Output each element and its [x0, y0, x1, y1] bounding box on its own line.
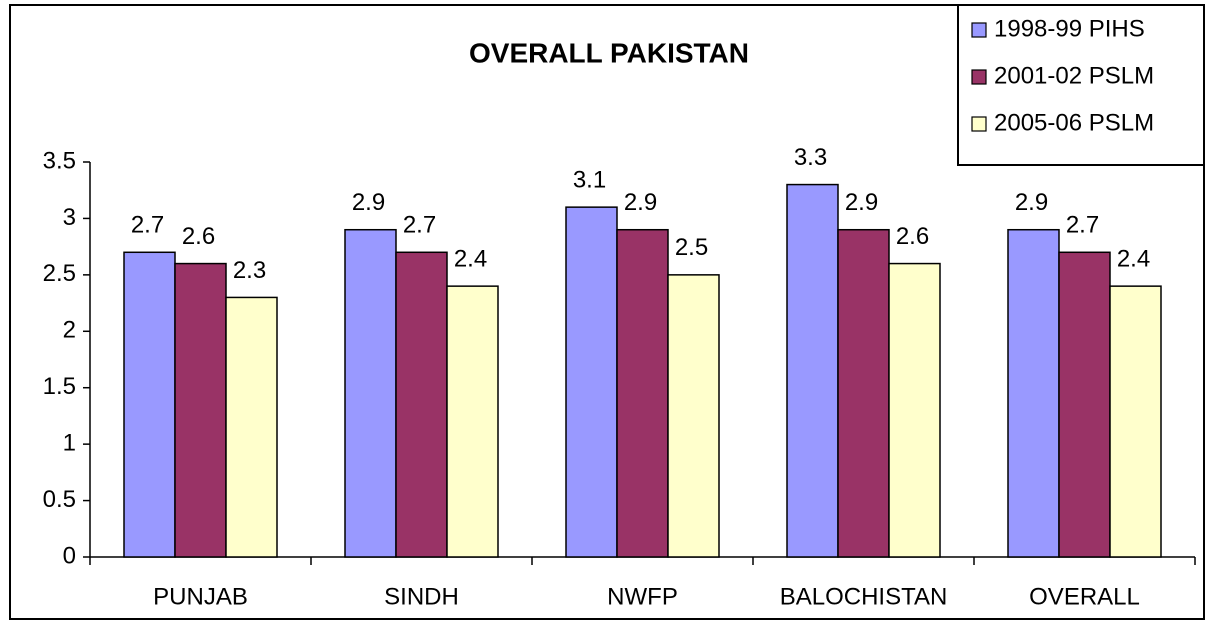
bar — [446, 285, 499, 558]
chart-title: OVERALL PAKISTAN — [469, 37, 749, 68]
bar — [123, 251, 176, 558]
x-tick-label: SINDH — [384, 583, 459, 610]
bar — [565, 206, 618, 558]
value-label: 2.5 — [675, 234, 708, 261]
value-label: 2.4 — [454, 245, 487, 272]
legend-box — [957, 4, 1205, 166]
x-tick-label: NWFP — [607, 583, 678, 610]
value-label: 2.7 — [1066, 212, 1099, 239]
x-tick-label: BALOCHISTAN — [780, 583, 948, 610]
legend-label: 2001-02 PSLM — [994, 62, 1154, 89]
bar — [1007, 228, 1060, 558]
y-tick-label: 3.5 — [43, 147, 76, 174]
y-tick-label: 2 — [63, 317, 76, 344]
bar — [344, 228, 397, 558]
y-tick-label: 3 — [63, 204, 76, 231]
value-label: 3.3 — [794, 144, 827, 171]
y-tick-label: 0.5 — [43, 486, 76, 513]
bar — [616, 228, 669, 558]
bar — [1058, 251, 1111, 558]
bar — [786, 183, 839, 558]
y-tick-label: 1.5 — [43, 373, 76, 400]
bar — [174, 262, 227, 558]
bar — [837, 228, 890, 558]
value-label: 3.1 — [573, 166, 606, 193]
bar — [888, 262, 941, 558]
bar — [667, 274, 720, 558]
value-label: 2.9 — [1015, 189, 1048, 216]
value-label: 2.9 — [352, 189, 385, 216]
legend-swatch — [971, 22, 987, 38]
value-label: 2.4 — [1117, 245, 1150, 272]
x-tick-label: PUNJAB — [153, 583, 248, 610]
x-tick-label: OVERALL — [1029, 583, 1140, 610]
value-label: 2.6 — [896, 223, 929, 250]
bar — [1109, 285, 1162, 558]
y-tick-label: 0 — [63, 542, 76, 569]
value-label: 2.7 — [131, 212, 164, 239]
bar — [225, 296, 278, 558]
value-label: 2.9 — [624, 189, 657, 216]
legend-label: 1998-99 PIHS — [994, 15, 1145, 42]
legend-label: 2005-06 PSLM — [994, 109, 1154, 136]
value-label: 2.3 — [233, 257, 266, 284]
bar — [395, 251, 448, 558]
legend-swatch — [971, 116, 987, 132]
y-tick-label: 2.5 — [43, 260, 76, 287]
value-label: 2.6 — [182, 223, 215, 250]
legend-swatch — [971, 69, 987, 85]
y-tick-label: 1 — [63, 429, 76, 456]
value-label: 2.7 — [403, 212, 436, 239]
value-label: 2.9 — [845, 189, 878, 216]
